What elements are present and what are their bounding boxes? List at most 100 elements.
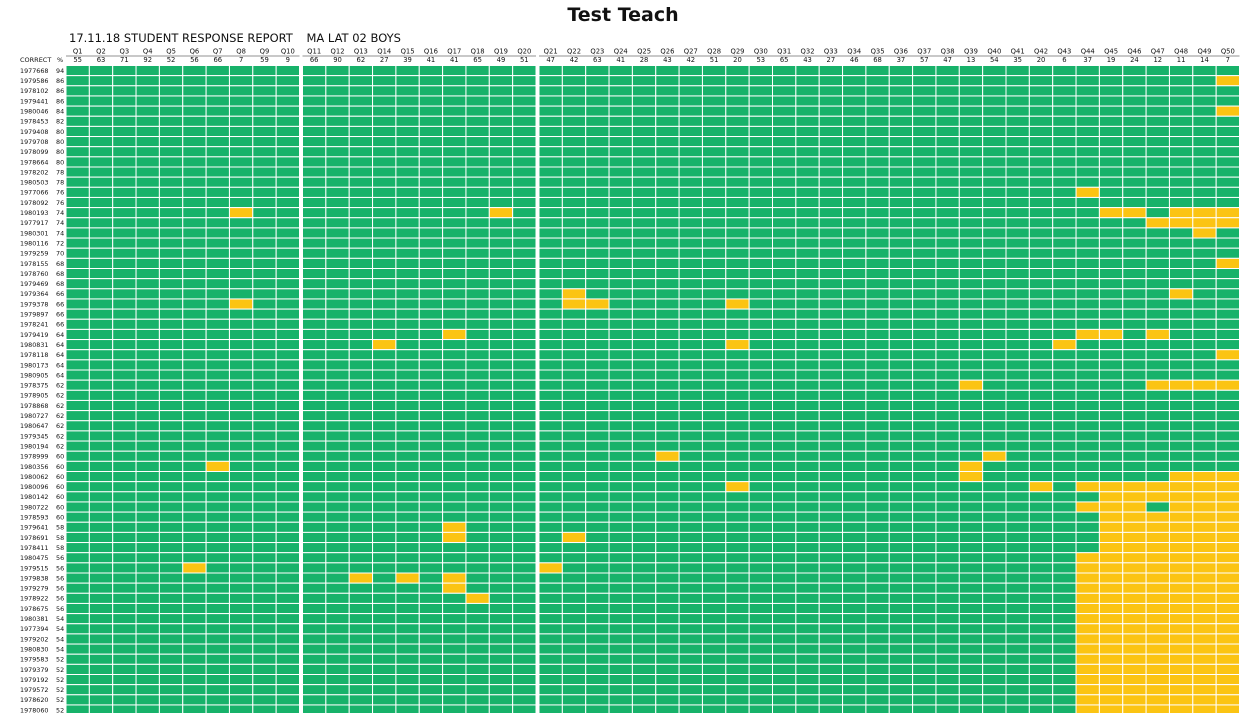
response-cell [935, 156, 960, 168]
response-cell [465, 186, 490, 198]
response-cell [252, 65, 277, 77]
response-cell [182, 136, 207, 148]
response-cell [725, 237, 750, 249]
response-cell [701, 349, 727, 361]
response-cell [888, 704, 914, 713]
response-cell [65, 257, 90, 270]
response-cell [608, 653, 633, 665]
question-label: Q2 [96, 48, 106, 56]
response-cell [302, 85, 327, 97]
response-cell [842, 511, 867, 523]
response-cell [418, 268, 444, 280]
response-cell [512, 674, 537, 686]
response-cell [228, 572, 254, 584]
response-cell [1192, 298, 1217, 310]
response-cell [372, 430, 397, 442]
response-cell [1075, 318, 1100, 330]
response-cell [325, 552, 350, 564]
response-cell [348, 633, 374, 645]
response-cell [1145, 369, 1170, 381]
response-cell [302, 268, 327, 280]
response-cell [65, 227, 90, 239]
response-cell [725, 542, 750, 554]
response-cell [678, 521, 703, 533]
response-cell [912, 105, 937, 117]
response-cell [1122, 471, 1147, 483]
response-cell [725, 674, 750, 686]
response-cell [725, 663, 750, 675]
response-cell [395, 410, 420, 422]
response-cell [538, 318, 563, 330]
response-cell [465, 278, 490, 290]
response-cell [795, 105, 820, 117]
response-cell [88, 339, 114, 351]
response-cell [512, 186, 537, 198]
response-cell [982, 196, 1007, 209]
response-cell [958, 450, 984, 462]
response-cell [701, 663, 727, 675]
response-cell [275, 328, 300, 341]
response-cell [275, 75, 300, 87]
response-cell [678, 420, 703, 432]
response-cell [182, 166, 207, 178]
response-cell [865, 572, 890, 584]
response-cell [748, 663, 774, 675]
response-cell [818, 684, 844, 696]
response-cell [888, 115, 914, 127]
response-cell [1098, 359, 1124, 371]
response-cell [912, 369, 937, 381]
response-cell [631, 633, 657, 645]
response-cell [678, 166, 703, 178]
response-cell [395, 552, 420, 564]
response-cell [538, 328, 563, 341]
response-cell [678, 572, 703, 584]
response-cell [1215, 592, 1241, 604]
response-cell [1215, 227, 1241, 239]
response-cell [865, 399, 890, 412]
response-cell [465, 105, 490, 117]
response-cell [182, 674, 207, 686]
response-cell [112, 288, 137, 300]
response-cell [912, 663, 937, 675]
response-cell [888, 674, 914, 686]
response-cell [228, 633, 254, 645]
response-cell [205, 613, 230, 625]
response-cell [795, 623, 820, 635]
response-cell [585, 684, 610, 696]
response-cell [65, 237, 90, 249]
response-cell [1168, 531, 1194, 544]
response-cell [465, 450, 490, 462]
response-cell [772, 166, 797, 178]
response-cell [561, 196, 587, 209]
response-cell [538, 592, 563, 604]
response-cell [888, 663, 914, 675]
response-cell [725, 217, 750, 229]
response-cell [372, 674, 397, 686]
response-cell [275, 308, 300, 320]
response-cell [325, 531, 350, 544]
response-cell [135, 440, 160, 452]
response-cell [725, 501, 750, 513]
response-cell [88, 237, 114, 249]
response-cell [655, 643, 680, 655]
response-cell [1028, 136, 1054, 148]
response-cell [701, 217, 727, 229]
response-cell [1215, 257, 1241, 270]
response-cell [1052, 399, 1077, 412]
response-cell [772, 450, 797, 462]
response-cell [372, 136, 397, 148]
response-cell [182, 410, 207, 422]
response-cell [912, 430, 937, 442]
question-label: Q6 [190, 48, 200, 56]
response-cell [302, 136, 327, 148]
response-cell [538, 562, 563, 574]
response-cell [935, 562, 960, 574]
response-cell [1005, 136, 1030, 148]
student-id: 1979708 [20, 138, 48, 146]
response-cell [1215, 663, 1241, 675]
student-id: 1979419 [20, 331, 48, 339]
response-cell [1098, 694, 1124, 706]
response-cell [795, 684, 820, 696]
response-cell [488, 75, 514, 87]
response-cell [538, 602, 563, 615]
